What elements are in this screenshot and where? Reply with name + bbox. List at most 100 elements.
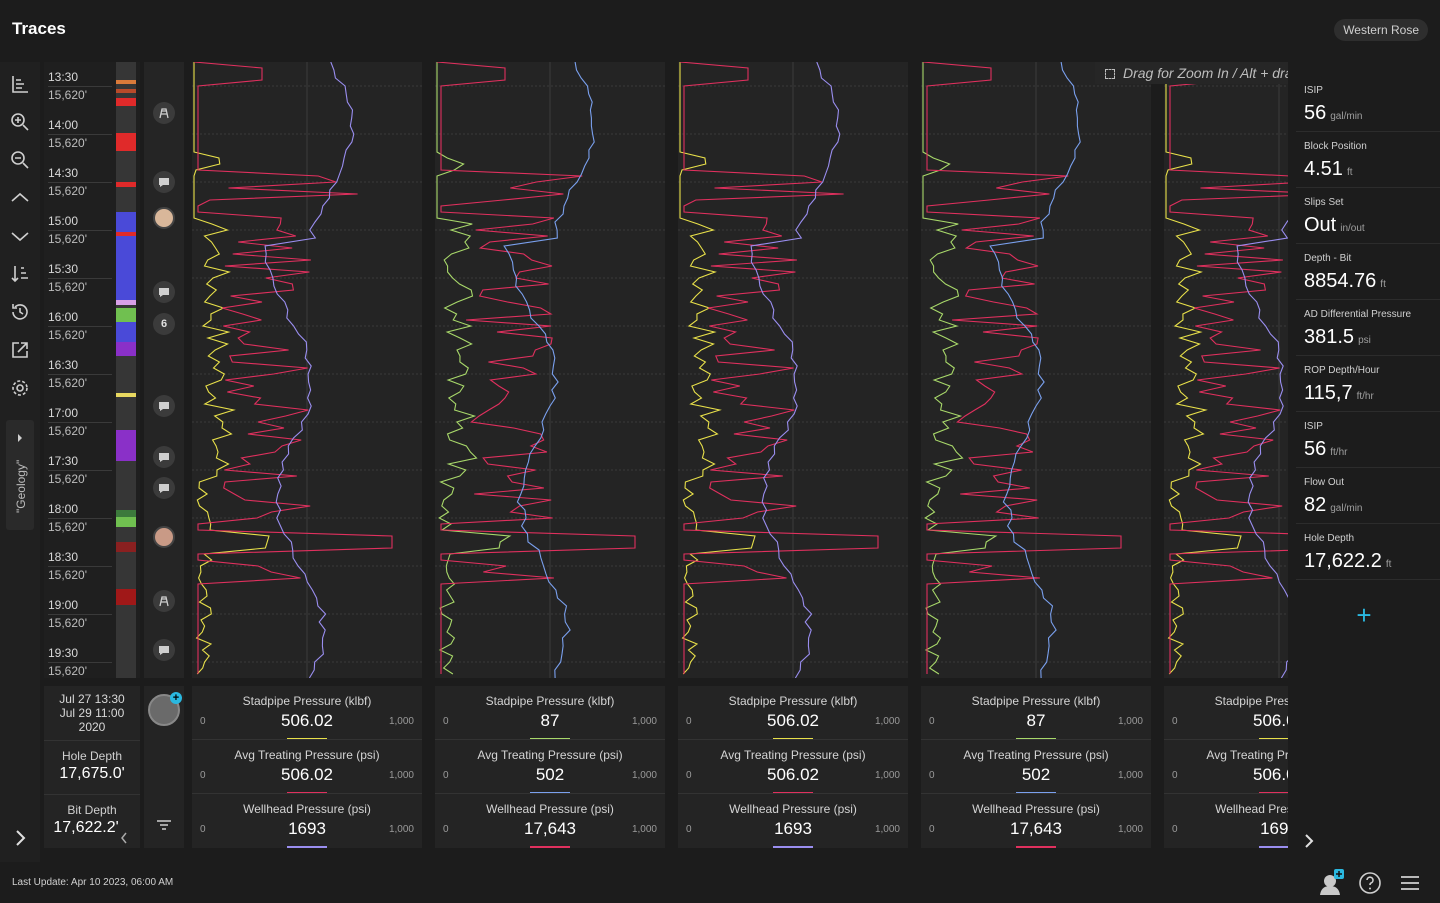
menu-icon[interactable] bbox=[1398, 871, 1422, 895]
divider bbox=[921, 739, 1151, 740]
readout-max: 1,000 bbox=[1117, 716, 1143, 727]
expand-sidebar-icon[interactable] bbox=[8, 826, 32, 850]
help-icon[interactable] bbox=[1358, 871, 1382, 895]
avatar[interactable] bbox=[1318, 869, 1344, 895]
well-selector[interactable]: Western Rose bbox=[1334, 19, 1428, 41]
readout-min: 0 bbox=[686, 716, 692, 727]
time-label: 19:30 bbox=[48, 646, 79, 660]
trace-line bbox=[679, 62, 879, 674]
zoom-out-icon[interactable] bbox=[8, 148, 32, 172]
rig-event-icon[interactable] bbox=[153, 590, 175, 612]
readout-value: 506.02 bbox=[281, 765, 333, 784]
time-label: 17:30 bbox=[48, 454, 79, 468]
add-user-icon[interactable]: + bbox=[170, 692, 182, 704]
channel-value-item[interactable]: ISIP 56 ft/hr bbox=[1296, 412, 1440, 468]
channel-unit: ft bbox=[1385, 559, 1392, 570]
chevron-right-icon[interactable] bbox=[1302, 832, 1316, 850]
channel-value-item[interactable]: Hole Depth 17,622.2 ft bbox=[1296, 524, 1440, 580]
channel-value-item[interactable]: Block Position 4.51 ft bbox=[1296, 132, 1440, 188]
trace-line bbox=[193, 62, 393, 674]
readout-min: 0 bbox=[443, 716, 449, 727]
zoom-in-icon[interactable] bbox=[8, 110, 32, 134]
readout-min: 0 bbox=[200, 824, 206, 835]
readout-row[interactable]: Stadpipe Pressure (klbf) 87 0 1,000 bbox=[435, 686, 665, 740]
trace-panel[interactable] bbox=[1164, 62, 1288, 678]
tracks-icon[interactable] bbox=[8, 72, 32, 96]
trace-line bbox=[1165, 62, 1288, 674]
lithology-track bbox=[116, 62, 136, 678]
chevron-left-icon[interactable] bbox=[119, 831, 129, 845]
readout-row[interactable]: Wellhead Pressure (psi) 17,643 0 1,000 bbox=[921, 794, 1151, 848]
comment-icon[interactable] bbox=[153, 395, 175, 417]
channel-value-item[interactable]: ROP Depth/Hour 115,7 ft/hr bbox=[1296, 356, 1440, 412]
trace-panel[interactable] bbox=[435, 62, 665, 678]
channel-value-item[interactable]: Flow Out 82 gal/min bbox=[1296, 468, 1440, 524]
sort-icon[interactable] bbox=[8, 262, 32, 286]
comment-icon[interactable] bbox=[153, 639, 175, 661]
readout-name: Stadpipe Pressure (klbf) bbox=[728, 694, 858, 708]
readout-row[interactable]: Stadpipe Pressure (klbf) 87 0 1,000 bbox=[921, 686, 1151, 740]
trace-line bbox=[989, 62, 1081, 678]
avatar[interactable] bbox=[153, 526, 175, 548]
channel-number: 4.51 bbox=[1304, 158, 1343, 180]
readout-row[interactable]: Avg Treating Pressure (psi) 502 0 1,000 bbox=[435, 740, 665, 794]
trace-line bbox=[264, 62, 355, 678]
date-range[interactable]: Jul 27 13:30 Jul 29 11:00 2020 bbox=[44, 692, 140, 734]
history-icon[interactable] bbox=[8, 300, 32, 324]
comment-icon[interactable] bbox=[153, 477, 175, 499]
readout-min: 0 bbox=[929, 824, 935, 835]
lithology-band bbox=[116, 517, 136, 527]
channel-value-item[interactable]: Slips Set Out in/out bbox=[1296, 188, 1440, 244]
trace-panel[interactable] bbox=[192, 62, 422, 678]
time-label: 18:30 bbox=[48, 550, 79, 564]
export-icon[interactable] bbox=[8, 338, 32, 362]
divider bbox=[678, 739, 908, 740]
event-count-badge[interactable]: 6 bbox=[153, 313, 175, 335]
channel-label: Block Position bbox=[1304, 141, 1367, 152]
hole-depth-label: Hole Depth bbox=[61, 749, 123, 763]
add-channel-button[interactable]: + bbox=[1356, 600, 1372, 630]
channel-value-item[interactable]: ISIP 56 gal/min bbox=[1296, 76, 1440, 132]
channel-number: 82 bbox=[1304, 494, 1327, 516]
readout-value: 1693 bbox=[288, 819, 326, 838]
time-label: 15:30 bbox=[48, 262, 79, 276]
divider bbox=[44, 740, 140, 741]
chevron-down-icon[interactable] bbox=[8, 224, 32, 248]
geology-track-tab[interactable] bbox=[6, 420, 34, 530]
rig-event-icon[interactable] bbox=[153, 102, 175, 124]
comment-icon[interactable] bbox=[153, 171, 175, 193]
readout-row[interactable]: Avg Treating Pressure (psi) 502 0 1,000 bbox=[921, 740, 1151, 794]
trace-panel[interactable] bbox=[678, 62, 908, 678]
avatar[interactable] bbox=[153, 207, 175, 229]
comment-icon[interactable] bbox=[153, 446, 175, 468]
filter-icon[interactable] bbox=[155, 818, 173, 832]
lithology-band bbox=[116, 236, 136, 276]
chevron-up-icon[interactable] bbox=[8, 186, 32, 210]
trace-plot bbox=[192, 62, 422, 678]
readout-value: 1693 bbox=[1260, 819, 1288, 838]
readout-name: Wellhead Pressure (psi) bbox=[972, 802, 1100, 816]
readout-min: 0 bbox=[1172, 716, 1178, 727]
channel-value-item[interactable]: AD Differential Pressure 381.5 psi bbox=[1296, 300, 1440, 356]
readout-min: 0 bbox=[200, 770, 206, 781]
settings-icon[interactable] bbox=[8, 376, 32, 400]
channel-value-item[interactable]: Depth - Bit 8854.76 ft bbox=[1296, 244, 1440, 300]
readout-row[interactable]: Wellhead Pressure (psi) 17,643 0 1,000 bbox=[435, 794, 665, 848]
channel-value: 56 ft/hr bbox=[1304, 438, 1347, 461]
lithology-band bbox=[116, 133, 136, 151]
trace-panel[interactable] bbox=[921, 62, 1151, 678]
readout-name: Stadpipe Pressure (klbf) bbox=[971, 694, 1101, 708]
series-color-bar bbox=[530, 846, 570, 848]
channel-number: 115,7 bbox=[1304, 382, 1353, 404]
comment-icon[interactable] bbox=[153, 281, 175, 303]
